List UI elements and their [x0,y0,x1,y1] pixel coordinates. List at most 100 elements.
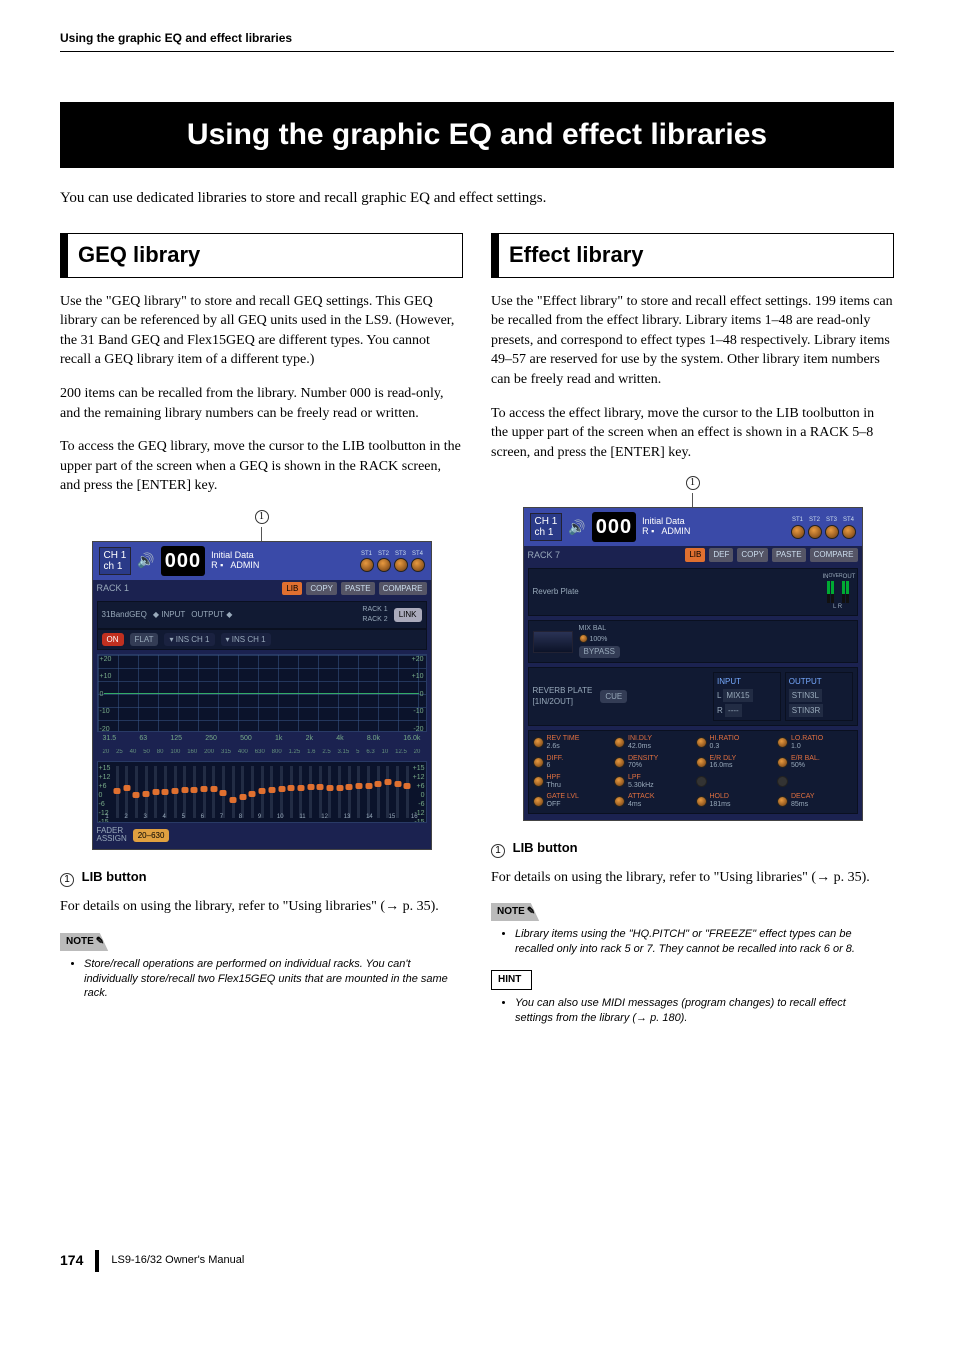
fader-assign-label: FADER ASSIGN [97,827,127,843]
param-value: 181ms [710,801,731,808]
slider-thumb[interactable] [259,788,266,794]
slider-index: 1 [105,813,108,821]
geq-freq-labels: 31.5631252505001k2k4k8.0k16.0k [97,732,427,746]
geq-response-plot: +20+20+10+1000-10-10-20-20 [97,654,427,732]
fx-param: E/R DLY16.0ms [696,755,772,770]
paste-button[interactable]: PASTE [341,582,375,595]
def-button[interactable]: DEF [709,548,733,561]
st-knob[interactable] [791,525,805,539]
param-knob[interactable] [533,796,544,807]
slider-thumb[interactable] [152,789,159,795]
param-knob[interactable] [614,796,625,807]
st-knob[interactable] [842,525,856,539]
param-knob[interactable] [614,757,625,768]
param-knob[interactable] [777,796,788,807]
param-knob[interactable] [533,757,544,768]
param-knob[interactable] [614,737,625,748]
slider-thumb[interactable] [210,786,217,792]
slider-thumb[interactable] [404,783,411,789]
lib-button[interactable]: LIB [685,548,705,561]
st-knob-row: ST1ST2ST3ST4 [791,516,856,538]
freq-label: 3.15 [338,748,350,756]
slider-thumb[interactable] [268,787,275,793]
param-value: 85ms [791,801,808,808]
fx-hint-item: You can also use MIDI messages (program … [515,996,886,1026]
st-knob[interactable] [394,558,408,572]
fx-lib-heading: 1 LIB button [491,839,894,858]
slider-track [125,766,128,818]
st-knob[interactable] [377,558,391,572]
param-knob[interactable] [614,776,625,787]
hint-label-tab: HINT [491,970,532,990]
callout-leader-line [692,493,693,507]
slider-thumb[interactable] [162,789,169,795]
slider-thumb[interactable] [346,784,353,790]
slider-thumb[interactable] [288,785,295,791]
slider-thumb[interactable] [355,783,362,789]
ch-line1: CH 1 [535,516,558,527]
bypass-button[interactable]: BYPASS [579,646,620,658]
on-button[interactable]: ON [102,633,124,646]
slider-thumb[interactable] [143,791,150,797]
slider-thumb[interactable] [394,781,401,787]
geq-screenshot: CH 1 ch 1 🔊 000 Initial Data R ▪ ADMIN S… [92,541,432,850]
slider-thumb[interactable] [133,792,140,798]
y-tick-label: -20 [413,725,423,735]
fx-param-grid: REV TIME2.6sINI.DLY42.0msHI.RATIO0.3LO.R… [528,730,858,814]
flat-button[interactable]: FLAT [130,633,159,646]
slider-thumb[interactable] [201,786,208,792]
param-knob[interactable] [696,757,707,768]
callout-circle-icon: 1 [60,873,74,887]
slider-index: 11 [299,813,305,821]
freq-label: 2.5 [322,748,330,756]
intro-text: You can use dedicated libraries to store… [60,188,894,209]
slider-thumb[interactable] [172,788,179,794]
st-knob[interactable] [360,558,374,572]
param-knob[interactable] [777,757,788,768]
slider-thumb[interactable] [278,786,285,792]
slider-thumb[interactable] [326,785,333,791]
param-name: HOLD [710,793,731,801]
st-knob[interactable] [825,525,839,539]
copy-button[interactable]: COPY [737,548,768,561]
slider-thumb[interactable] [114,788,121,794]
cue-button[interactable]: CUE [600,690,627,703]
link-button[interactable]: LINK [394,608,422,621]
slider-thumb[interactable] [191,787,198,793]
slider-track [348,766,351,818]
slider-thumb[interactable] [230,797,237,803]
slider-thumb[interactable] [384,779,391,785]
freq-range-button[interactable]: 20–630 [133,829,170,842]
ch-line1: CH 1 [104,550,127,561]
slider-thumb[interactable] [317,784,324,790]
callout-number-icon: 1 [255,510,269,524]
slider-thumb[interactable] [123,785,130,791]
slider-thumb[interactable] [239,794,246,800]
compare-button[interactable]: COMPARE [810,548,858,561]
slider-thumb[interactable] [336,785,343,791]
param-name: DECAY [791,793,815,801]
param-knob[interactable] [533,776,544,787]
slider-thumb[interactable] [375,781,382,787]
compare-button[interactable]: COMPARE [379,582,427,595]
slider-thumb[interactable] [365,783,372,789]
param-knob[interactable] [696,796,707,807]
geq-figure: 1 CH 1 ch 1 🔊 000 Initial Data R ▪ ADMIN… [60,510,463,850]
page-number: 174 [60,1251,83,1271]
freq-label: 20 [103,748,110,756]
param-knob[interactable] [777,737,788,748]
slider-thumb[interactable] [297,785,304,791]
slider-thumb[interactable] [307,784,314,790]
param-knob[interactable] [696,737,707,748]
slider-thumb[interactable] [220,790,227,796]
paste-button[interactable]: PASTE [772,548,806,561]
st-knob[interactable] [808,525,822,539]
fx-screenshot: CH 1 ch 1 🔊 000 Initial Data R ▪ ADMIN S… [523,507,863,820]
slider-thumb[interactable] [249,791,256,797]
param-knob[interactable] [533,737,544,748]
copy-button[interactable]: COPY [306,582,337,595]
st-knob-row: ST1ST2ST3ST4 [360,550,425,572]
lib-button[interactable]: LIB [282,582,302,595]
slider-thumb[interactable] [181,787,188,793]
st-knob[interactable] [411,558,425,572]
